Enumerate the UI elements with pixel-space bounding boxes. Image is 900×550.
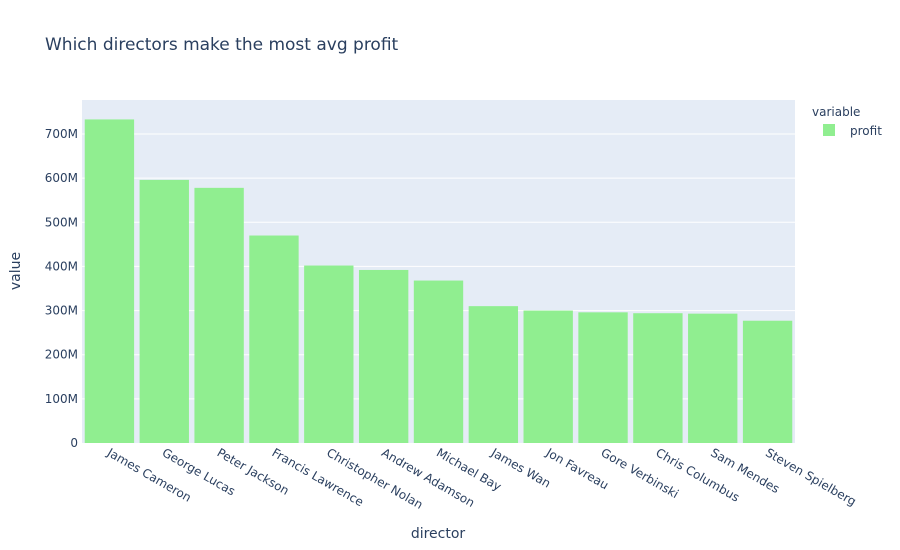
y-axis-title: value xyxy=(8,252,24,290)
y-tick-label: 300M xyxy=(45,304,78,318)
bars xyxy=(84,119,793,444)
bar[interactable] xyxy=(633,313,683,443)
bar[interactable] xyxy=(194,187,244,443)
y-axis-ticks: 0 100M 200M 300M 400M 500M 600M 700M xyxy=(45,127,78,450)
y-tick-label: 400M xyxy=(45,259,78,273)
y-tick-label: 100M xyxy=(45,392,78,406)
legend-title: variable xyxy=(812,105,860,119)
bar[interactable] xyxy=(742,320,793,443)
x-tick-label: Steven Spielberg xyxy=(763,445,859,508)
legend-swatch-profit[interactable] xyxy=(823,124,835,136)
legend-label-profit[interactable]: profit xyxy=(850,124,882,138)
bar[interactable] xyxy=(358,269,409,443)
y-tick-label: 500M xyxy=(45,215,78,229)
bar[interactable] xyxy=(578,312,628,443)
bar[interactable] xyxy=(304,265,354,443)
x-tick-label: Christopher Nolan xyxy=(324,445,425,511)
y-tick-label: 0 xyxy=(70,436,78,450)
y-tick-label: 200M xyxy=(45,348,78,362)
bar[interactable] xyxy=(688,313,738,443)
bar[interactable] xyxy=(468,306,519,443)
bar[interactable] xyxy=(249,235,299,443)
bar[interactable] xyxy=(84,119,135,443)
legend[interactable]: variable profit xyxy=(812,105,882,138)
bar[interactable] xyxy=(413,280,464,443)
y-tick-label: 700M xyxy=(45,127,78,141)
bar[interactable] xyxy=(523,310,573,443)
x-tick-label: Francis Lawrence xyxy=(269,445,366,509)
x-axis-title: director xyxy=(411,526,466,542)
bar[interactable] xyxy=(139,179,189,444)
y-tick-label: 600M xyxy=(45,171,78,185)
x-tick-label: Andrew Adamson xyxy=(379,445,477,510)
chart-title: Which directors make the most avg profit xyxy=(45,35,399,55)
